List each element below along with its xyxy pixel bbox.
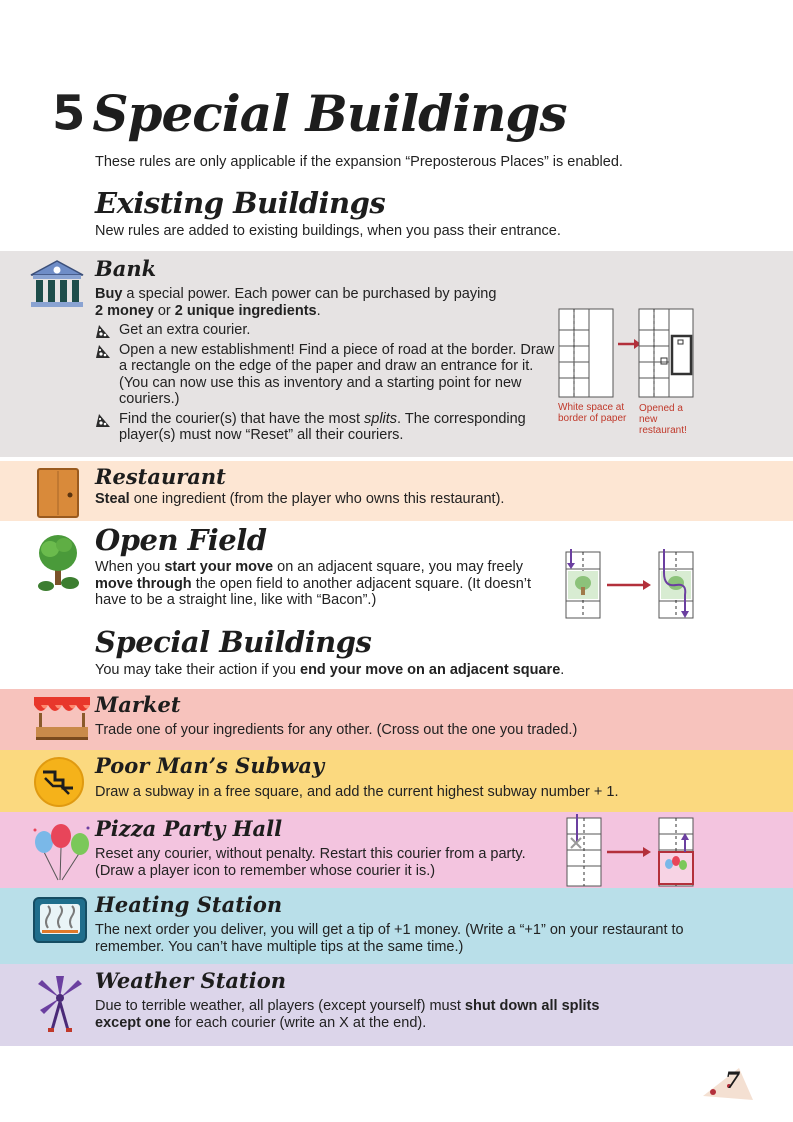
balloons-icon	[30, 822, 92, 887]
weather-bold-2: except one	[95, 1014, 171, 1031]
weather-section: Weather Station Due to terrible weather,…	[0, 964, 793, 1046]
open-field-bold-1: start your move	[164, 559, 274, 575]
market-description: Trade one of your ingredients for any ot…	[95, 722, 578, 738]
bank-power-text: Get an extra courier.	[119, 322, 251, 338]
open-field-text-3: the open field to another adjacent squar…	[95, 575, 532, 609]
restaurant-section: Restaurant Steal one ingredient (from th…	[0, 461, 793, 521]
market-stall-icon	[32, 695, 92, 750]
open-field-title: Open Field	[95, 523, 267, 557]
bank-description: Buy a special power. Each power can be p…	[95, 286, 555, 444]
subway-description: Draw a subway in a free square, and add …	[95, 784, 619, 800]
pizza-bullet-icon	[96, 325, 110, 338]
bank-ingredient-cost: 2 unique ingredients	[174, 302, 317, 319]
heating-title: Heating Station	[95, 892, 283, 917]
bank-power-text-end: . The corresponding player(s) must now “…	[119, 410, 526, 444]
page-number: 7	[699, 1062, 757, 1102]
pizza-bullet-icon	[96, 413, 110, 427]
pizza-party-description: Reset any courier, without penalty. Rest…	[95, 846, 526, 879]
restaurant-steal-bold: Steal	[95, 491, 130, 507]
windmill-icon	[34, 974, 86, 1039]
bank-section: Bank Buy a special power. Each power can…	[0, 251, 793, 457]
bank-power-item: Open a new establishment! Find a piece o…	[95, 342, 555, 408]
chapter-intro: These rules are only applicable if the e…	[95, 154, 623, 170]
bank-icon	[28, 259, 86, 316]
bank-diagram	[558, 308, 694, 398]
bank-power-text: Open a new establishment! Find a piece o…	[119, 341, 555, 408]
open-field-diagram	[565, 549, 694, 619]
chapter-number: 5	[52, 85, 85, 142]
pizza-party-section: Pizza Party Hall Reset any courier, with…	[0, 812, 793, 888]
diagram-caption-right: Opened a new restaurant!	[639, 403, 687, 436]
weather-title: Weather Station	[95, 968, 286, 993]
weather-text-1: Due to terrible weather, all players (ex…	[95, 998, 465, 1014]
bank-title: Bank	[95, 256, 157, 281]
subway-sign-icon	[33, 756, 85, 813]
bank-power-list: Get an extra courier. Open a new establi…	[95, 322, 555, 444]
page-number-text: 7	[725, 1068, 741, 1094]
bank-money-cost: 2 money	[95, 302, 154, 319]
existing-buildings-heading: Existing Buildings	[95, 186, 386, 220]
subway-section: Poor Man’s Subway Draw a subway in a fre…	[0, 750, 793, 812]
open-field-bold-2: move through	[95, 575, 192, 592]
open-field-description: When you start your move on an adjacent …	[95, 559, 550, 609]
restaurant-description: Steal one ingredient (from the player wh…	[95, 491, 715, 508]
heating-section: Heating Station The next order you deliv…	[0, 888, 793, 964]
door-icon	[36, 467, 80, 524]
bank-power-item: Get an extra courier.	[95, 322, 555, 339]
special-buildings-heading: Special Buildings	[95, 625, 372, 659]
market-section: Market Trade one of your ingredients for…	[0, 689, 793, 750]
diagram-caption-left: White space at border of paper	[558, 402, 627, 424]
bank-line1: a special power. Each power can be purch…	[122, 286, 497, 302]
chapter-title: Special Buildings	[92, 84, 567, 143]
oven-icon	[32, 896, 88, 951]
bank-splits-em: splits	[364, 410, 398, 427]
heating-description: The next order you deliver, you will get…	[95, 922, 684, 955]
special-intro-text: You may take their action if you	[95, 662, 300, 678]
bank-buy-bold: Buy	[95, 286, 123, 302]
open-field-section: Open Field When you start your move on a…	[0, 521, 793, 689]
bank-power-text: Find the courier(s) that have the most	[119, 410, 364, 427]
special-intro-end: .	[560, 662, 565, 678]
pizza-party-diagram	[566, 814, 694, 887]
bank-power-item: Find the courier(s) that have the most s…	[95, 411, 555, 444]
restaurant-text: one ingredient (from the player who owns…	[129, 491, 505, 507]
weather-bold-1: shut down all splits	[464, 998, 600, 1014]
weather-description: Due to terrible weather, all players (ex…	[95, 998, 695, 1031]
weather-text-2: for each courier (write an X at the end)…	[170, 1014, 427, 1031]
market-title: Market	[95, 692, 181, 717]
pizza-slice-icon	[703, 1068, 753, 1100]
special-buildings-intro: You may take their action if you end you…	[95, 662, 745, 679]
special-intro-bold: end your move on an adjacent square	[300, 662, 561, 678]
restaurant-title: Restaurant	[95, 464, 226, 489]
subway-title: Poor Man’s Subway	[95, 753, 325, 778]
existing-buildings-intro: New rules are added to existing building…	[95, 223, 561, 239]
open-field-text-1: When you	[95, 559, 165, 575]
open-field-text-2: on an adjacent square, you may freely	[273, 559, 523, 575]
bank-period: .	[316, 302, 321, 319]
bank-or: or	[153, 302, 175, 319]
page-title: 5 Special Buildings	[52, 84, 568, 154]
pizza-bullet-icon	[96, 344, 110, 358]
tree-icon	[34, 531, 82, 600]
pizza-party-title: Pizza Party Hall	[95, 816, 283, 841]
